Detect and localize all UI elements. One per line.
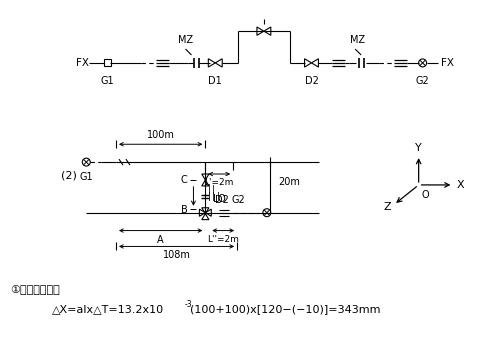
Text: (100+100)x[120−(−10)]=343mm: (100+100)x[120−(−10)]=343mm: [190, 304, 381, 314]
Polygon shape: [215, 59, 222, 67]
Text: G2: G2: [416, 76, 430, 86]
Text: △X=alx△T=13.2x10: △X=alx△T=13.2x10: [52, 304, 164, 314]
Text: O: O: [422, 190, 429, 200]
Text: ①确定位移量：: ①确定位移量：: [10, 284, 60, 294]
Polygon shape: [202, 180, 209, 186]
Text: D2: D2: [305, 76, 318, 86]
Polygon shape: [202, 174, 209, 180]
Bar: [104, 59, 111, 67]
Text: G1: G1: [100, 76, 114, 86]
Text: MZ: MZ: [350, 35, 365, 45]
Text: ||: ||: [207, 185, 217, 194]
Text: LO: LO: [213, 194, 226, 204]
Text: (2): (2): [62, 170, 77, 180]
Polygon shape: [199, 209, 205, 216]
Text: G1: G1: [79, 172, 93, 182]
Text: C: C: [181, 175, 187, 185]
Text: L'=2m: L'=2m: [204, 178, 234, 187]
Text: 108m: 108m: [163, 250, 190, 260]
Text: 100m: 100m: [147, 130, 175, 140]
Polygon shape: [208, 59, 215, 67]
Text: B: B: [181, 205, 187, 215]
Text: D1: D1: [208, 76, 222, 86]
Text: A: A: [157, 234, 164, 245]
Polygon shape: [205, 209, 211, 216]
Polygon shape: [264, 27, 271, 35]
Text: Y: Y: [415, 143, 422, 153]
Text: FX: FX: [76, 58, 89, 68]
Polygon shape: [305, 59, 311, 67]
Text: -3: -3: [185, 300, 192, 309]
Polygon shape: [202, 214, 209, 220]
Text: |||: |||: [207, 192, 222, 201]
Polygon shape: [257, 27, 264, 35]
Text: MZ: MZ: [178, 35, 193, 45]
Text: 20m: 20m: [278, 177, 300, 188]
Polygon shape: [202, 208, 209, 214]
Text: L''=2m: L''=2m: [207, 234, 239, 244]
Text: D2: D2: [215, 195, 229, 205]
Text: G2: G2: [231, 195, 245, 205]
Text: FX: FX: [441, 58, 454, 68]
Text: X: X: [456, 180, 464, 190]
Polygon shape: [311, 59, 318, 67]
Text: Z: Z: [383, 202, 391, 212]
